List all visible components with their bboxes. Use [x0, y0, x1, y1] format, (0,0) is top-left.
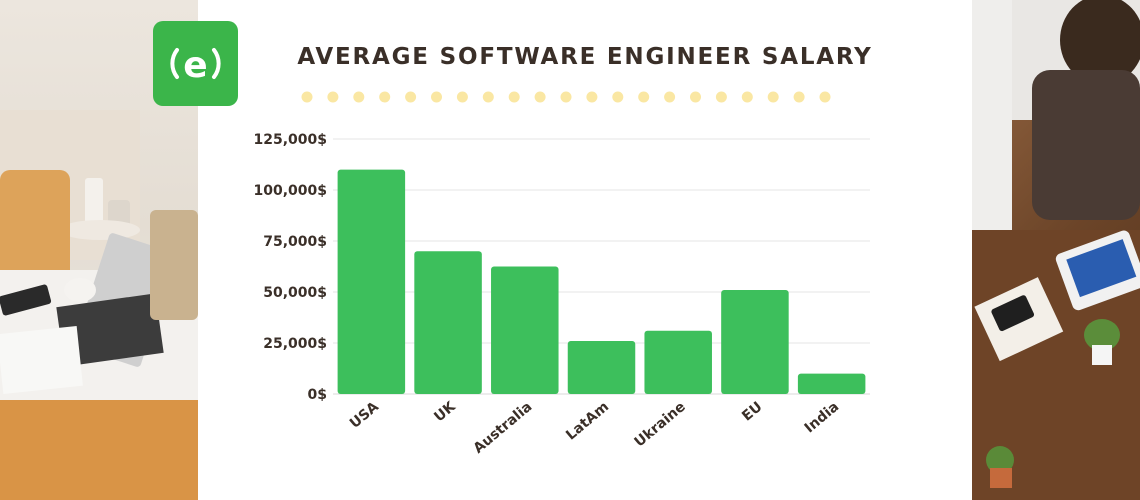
svg-text:e: e: [183, 45, 207, 86]
decorative-dot: [301, 91, 313, 103]
decorative-dot: [819, 91, 831, 103]
decorative-dot: [793, 91, 805, 103]
x-category-label: EU: [739, 399, 765, 425]
decorative-dot: [431, 91, 442, 103]
bar-ukraine: [644, 330, 712, 394]
bar-eu: [721, 289, 789, 394]
y-tick-label: 100,000$: [253, 183, 327, 199]
x-category-label: Australia: [471, 399, 536, 457]
y-tick-label: 0$: [308, 387, 327, 403]
decorative-dot: [638, 91, 650, 103]
y-tick-label: 75,000$: [263, 234, 327, 250]
right-background-photo: [972, 0, 1140, 500]
decorative-dot: [405, 91, 417, 103]
x-category-label: LatAm: [563, 399, 612, 444]
y-tick-label: 50,000$: [263, 285, 327, 301]
chart-bars: [337, 169, 866, 394]
bar-australia: [491, 266, 559, 394]
decorative-dot: [741, 91, 753, 103]
decorative-dot: [482, 91, 494, 103]
brand-logo: e: [153, 21, 238, 106]
decorative-dot: [586, 91, 598, 103]
decorative-dot: [690, 91, 701, 103]
x-category-label: India: [802, 399, 843, 437]
decorative-dot: [664, 91, 676, 103]
decorative-dot: [327, 91, 339, 103]
chart-panel: [198, 0, 972, 500]
bar-india: [797, 373, 866, 394]
decorative-dot: [456, 91, 468, 103]
decorative-dot: [715, 91, 727, 103]
decorative-dot: [508, 91, 520, 103]
decorative-dot: [353, 91, 365, 103]
bar-uk: [414, 251, 482, 394]
chart-title: AVERAGE SOFTWARE ENGINEER SALARY: [297, 44, 873, 70]
bedroom-laptop-photo: [0, 110, 198, 500]
y-axis-tick-labels: 0$ 25,000$ 50,000$ 75,000$ 100,000$ 125,000$: [253, 132, 327, 403]
e-logo-icon: e: [170, 45, 221, 86]
decorative-dot: [560, 91, 572, 103]
decorative-dot-divider: [301, 91, 831, 103]
x-category-label: Ukraine: [632, 399, 689, 451]
x-axis-category-labels: USA UK Australia LatAm Ukraine EU India: [347, 398, 842, 457]
decorative-dot: [379, 91, 391, 103]
meeting-table-photo: [972, 0, 1140, 500]
x-category-label: UK: [431, 398, 459, 425]
decorative-dot: [767, 91, 779, 103]
bar-latam: [567, 340, 636, 394]
x-category-label: USA: [347, 399, 382, 432]
y-tick-label: 25,000$: [263, 336, 327, 352]
y-tick-label: 125,000$: [253, 132, 327, 148]
bar-usa: [337, 169, 406, 394]
decorative-dot: [612, 91, 624, 103]
decorative-dot: [534, 91, 546, 103]
